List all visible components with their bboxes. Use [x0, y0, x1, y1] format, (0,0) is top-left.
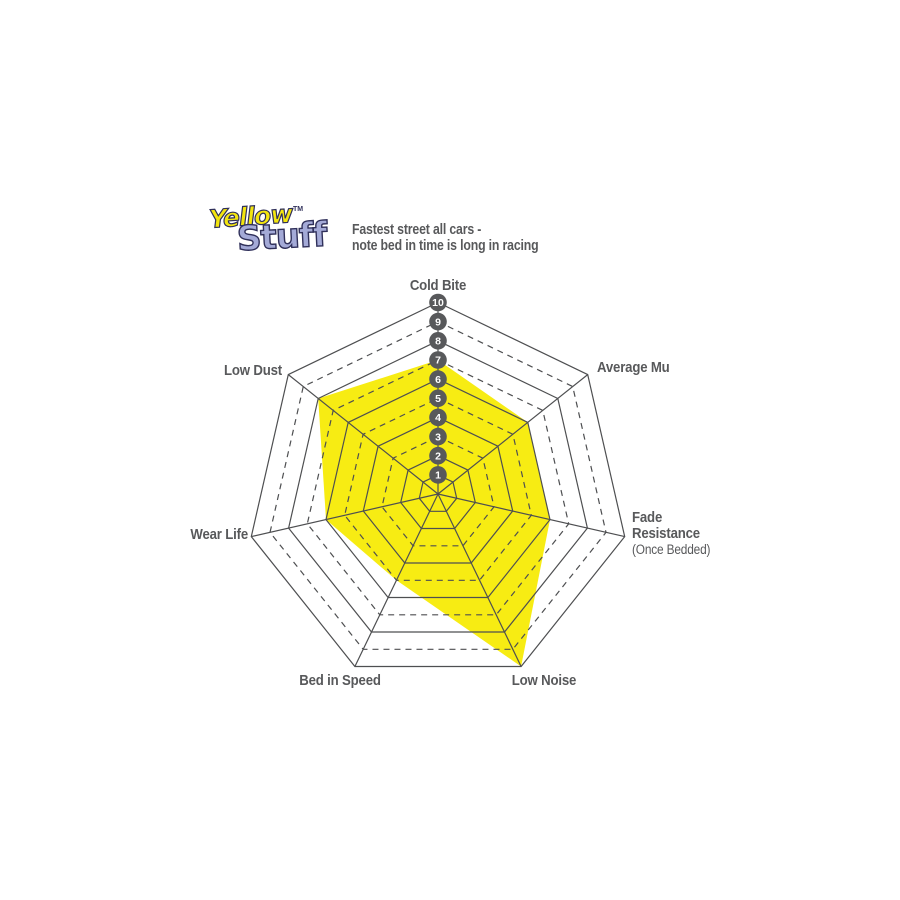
grid-ring-9 [269, 320, 607, 650]
axis-label-fade-resistance-text: Fade Resistance [632, 509, 700, 542]
tagline-line-2: note bed in time is long in racing [352, 236, 539, 254]
scale-badge-6 [429, 370, 447, 388]
series-polygon-yellowstuff [318, 360, 550, 667]
scale-badge-7 [429, 351, 447, 369]
axis-spoke-4 [354, 493, 439, 667]
scale-badge-label-6: 6 [435, 374, 441, 386]
scale-badge-label-9: 9 [435, 316, 441, 328]
axis-label-low-noise: Low Noise [511, 672, 577, 689]
scale-badge-1 [429, 466, 447, 484]
scale-badge-10 [429, 293, 447, 312]
scale-badge-label-3: 3 [435, 431, 441, 443]
grid-ring-2 [400, 455, 476, 530]
grid-ring-10 [250, 301, 626, 668]
grid-ring-6 [325, 378, 551, 599]
tagline-line-1: Fastest street all cars - [352, 221, 482, 238]
axis-spoke-5 [251, 493, 439, 538]
axis-label-cold-bite: Cold Bite [409, 277, 467, 294]
scale-badge-5 [429, 389, 447, 408]
axis-spoke-6 [287, 374, 439, 495]
axis-spoke-2 [437, 493, 625, 538]
grid-ring-5 [344, 397, 532, 581]
axis-label-fade-resistance: Fade Resistance (Once Bedded) [632, 509, 721, 558]
scale-badge-2 [429, 446, 447, 465]
axis-sublabel-once-bedded: (Once Bedded) [632, 542, 711, 557]
scale-badge-label-5: 5 [435, 393, 441, 405]
axis-spoke-1 [437, 374, 589, 495]
axis-label-average-mu: Average Mu [597, 359, 670, 376]
yellowstuff-logo: Yellow TM Stuff [205, 198, 335, 273]
scale-badge-label-10: 10 [432, 297, 444, 309]
axis-label-low-dust: Low Dust [224, 362, 282, 379]
grid-ring-4 [362, 416, 514, 564]
axis-spoke-3 [437, 493, 522, 667]
tagline: Fastest street all cars - note bed in ti… [352, 222, 579, 253]
logo-word-stuff: Stuff [235, 214, 328, 260]
scale-badge-label-7: 7 [435, 355, 441, 367]
logo-trademark: TM [293, 206, 304, 213]
scale-badge-label-2: 2 [435, 450, 441, 462]
axis-label-wear-life: Wear Life [190, 526, 248, 543]
scale-badge-label-4: 4 [435, 412, 441, 424]
scale-badge-label-8: 8 [435, 336, 441, 348]
axis-label-bed-in-speed: Bed in Speed [299, 672, 381, 689]
scale-badge-label-1: 1 [435, 470, 441, 482]
grid-ring-3 [381, 435, 495, 547]
grid-ring-8 [287, 340, 589, 633]
scale-badge-8 [429, 332, 447, 350]
scale-badge-3 [429, 427, 447, 446]
scale-badge-9 [429, 312, 447, 331]
scale-badge-4 [429, 408, 447, 427]
grid-ring-7 [306, 359, 570, 616]
grid-ring-1 [418, 474, 458, 512]
